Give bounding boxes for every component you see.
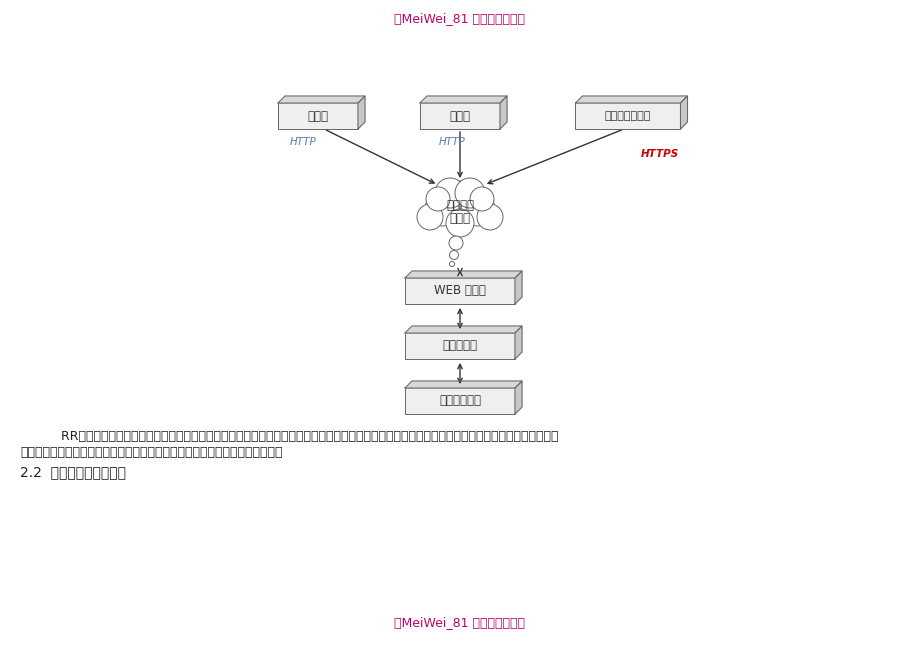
Polygon shape <box>357 96 365 129</box>
Text: 2.2  项目的设计技术路线: 2.2 项目的设计技术路线 <box>20 465 126 479</box>
Circle shape <box>449 251 458 260</box>
Circle shape <box>425 187 449 211</box>
Text: HTTP: HTTP <box>438 137 465 147</box>
Text: 客户端: 客户端 <box>449 109 470 122</box>
Polygon shape <box>404 381 521 388</box>
Text: 【MeiWei_81 重点借鉴文档】: 【MeiWei_81 重点借鉴文档】 <box>394 12 525 25</box>
Circle shape <box>455 178 484 208</box>
Bar <box>404 333 515 359</box>
Circle shape <box>416 204 443 230</box>
Text: 客户端（管理）: 客户端（管理） <box>604 111 651 121</box>
Text: 局域网或: 局域网或 <box>446 199 473 212</box>
Polygon shape <box>278 96 365 103</box>
Circle shape <box>446 209 473 237</box>
Polygon shape <box>515 381 521 414</box>
Text: HTTPS: HTTPS <box>641 149 678 159</box>
Text: 数据库服务器: 数据库服务器 <box>438 395 481 408</box>
Polygon shape <box>515 326 521 359</box>
Polygon shape <box>515 271 521 304</box>
Circle shape <box>460 192 494 226</box>
Bar <box>404 278 515 304</box>
Bar <box>404 388 515 414</box>
Bar <box>575 103 680 129</box>
Circle shape <box>470 187 494 211</box>
Text: 广域网: 广域网 <box>449 212 470 225</box>
Circle shape <box>448 236 462 250</box>
Polygon shape <box>404 271 521 278</box>
Polygon shape <box>404 326 521 333</box>
Text: 应用服务器: 应用服务器 <box>442 340 477 352</box>
Polygon shape <box>420 96 506 103</box>
Bar <box>420 103 499 129</box>
Polygon shape <box>575 96 686 103</box>
Circle shape <box>476 204 503 230</box>
Circle shape <box>435 178 464 208</box>
Bar <box>278 103 357 129</box>
Circle shape <box>437 181 482 225</box>
Polygon shape <box>680 96 686 129</box>
Text: 客户端: 客户端 <box>307 109 328 122</box>
Polygon shape <box>499 96 506 129</box>
Text: WEB 服务器: WEB 服务器 <box>434 284 485 298</box>
Circle shape <box>425 192 459 226</box>
Circle shape <box>449 262 454 266</box>
Text: 在设计上实现系统的高可靠性、高可用性和系统今后水平和纵向扩展的方便性。: 在设计上实现系统的高可靠性、高可用性和系统今后水平和纵向扩展的方便性。 <box>20 445 282 458</box>
Text: HTTP: HTTP <box>289 137 316 147</box>
Text: 【MeiWei_81 重点借鉴文档】: 【MeiWei_81 重点借鉴文档】 <box>394 616 525 630</box>
Text: RR集团公司网站建设采用基于开放的、标准的基础平台软件架构。可以迅速有效的开收集成部署和运用各种应用。实现资源整合、扩大网站信息量。: RR集团公司网站建设采用基于开放的、标准的基础平台软件架构。可以迅速有效的开收集… <box>45 430 558 443</box>
